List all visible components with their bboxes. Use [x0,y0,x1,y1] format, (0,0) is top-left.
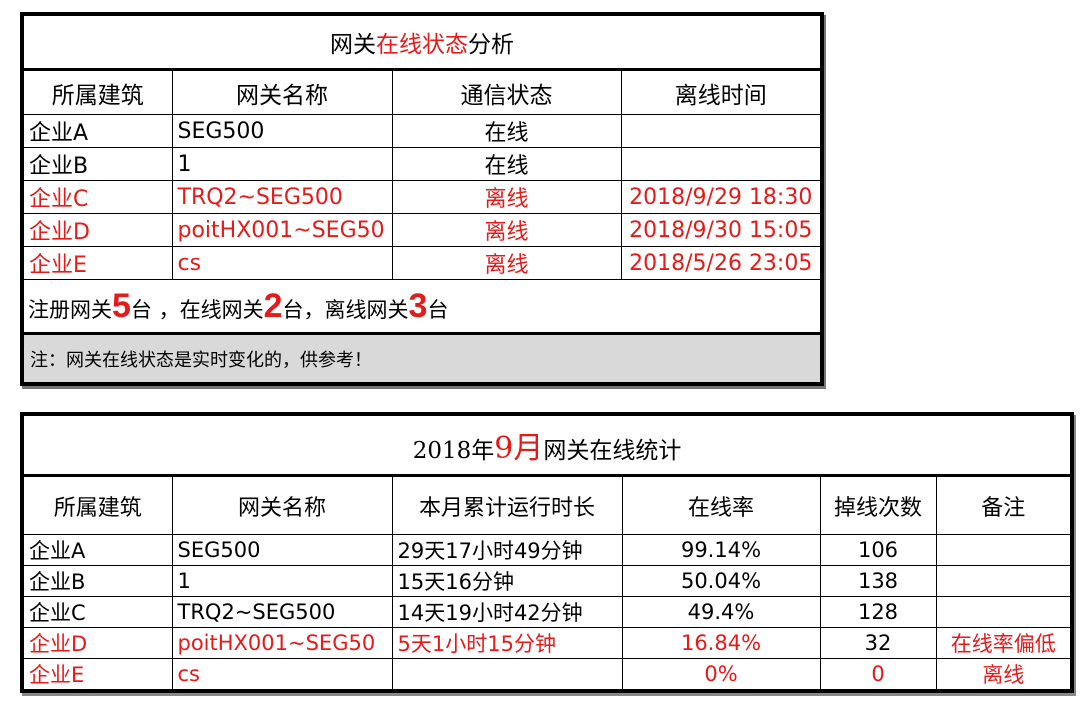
cell-status: 离线 [391,213,622,247]
cell-gateway: SEG500 [171,114,393,148]
column-header-building: 所属建筑 [21,475,173,535]
cell-offline-time [620,147,823,181]
cell-building: 企业E [21,658,173,692]
table1-header-row: 所属建筑 网关名称 通信状态 离线时间 [21,69,823,115]
cell-building: 企业C [21,180,173,214]
cell-runtime: 29天17小时49分钟 [391,534,623,566]
cell-building: 企业D [21,627,173,659]
gateway-count-summary: 注册网关5台 ，在线网关2台，离线网关3台 [21,279,823,334]
cell-runtime: 14天19小时42分钟 [391,596,623,628]
table2-title: 2018年9月网关在线统计 [21,413,1073,477]
registered-count: 5 [112,286,131,325]
table-row: 企业D poitHX001~SEG50 5天1小时15分钟 16.84% 32 … [21,627,1073,659]
cell-runtime: 5天1小时15分钟 [391,627,623,659]
table-row: 企业C TRQ2~SEG500 14天19小时42分钟 49.4% 128 [21,596,1073,628]
monthly-online-stats-table: 2018年9月网关在线统计 所属建筑 网关名称 本月累计运行时长 在线率 掉线次… [20,412,1075,693]
column-header-runtime: 本月累计运行时长 [391,475,623,535]
table-row: 企业E cs 0% 0 离线 [21,658,1073,692]
column-header-drops: 掉线次数 [819,475,937,535]
column-header-gateway: 网关名称 [171,475,393,535]
cell-status: 在线 [391,114,622,148]
cell-drops: 128 [819,596,937,628]
table-row: 企业C TRQ2~SEG500 离线 2018/9/29 18:30 [21,180,823,214]
summary-row: 注册网关5台 ，在线网关2台，离线网关3台 [21,279,823,334]
cell-gateway: cs [171,246,393,280]
cell-remark: 在线率偏低 [935,627,1073,659]
cell-remark [935,565,1073,597]
table-row: 企业D poitHX001~SEG50 离线 2018/9/30 15:05 [21,213,823,247]
cell-offline-time: 2018/9/29 18:30 [620,180,823,214]
cell-runtime [391,658,623,692]
table1-title-row: 网关在线状态分析 [21,13,823,71]
note-row: 注：网关在线状态是实时变化的，供参考！ [21,332,823,385]
cell-remark: 离线 [935,658,1073,692]
cell-online-rate: 49.4% [621,596,821,628]
cell-gateway: poitHX001~SEG50 [171,213,393,247]
cell-gateway: 1 [171,147,393,181]
cell-building: 企业B [21,147,173,181]
cell-status: 在线 [391,147,622,181]
cell-gateway: cs [171,658,393,692]
note-text: 注：网关在线状态是实时变化的，供参考！ [21,332,823,385]
column-header-offline-time: 离线时间 [620,69,823,115]
column-header-building: 所属建筑 [21,69,173,115]
column-header-remark: 备注 [935,475,1073,535]
column-header-status: 通信状态 [391,69,622,115]
cell-drops: 0 [819,658,937,692]
cell-status: 离线 [391,246,622,280]
cell-building: 企业A [21,114,173,148]
cell-remark [935,534,1073,566]
cell-offline-time: 2018/5/26 23:05 [620,246,823,280]
cell-online-rate: 16.84% [621,627,821,659]
column-header-gateway: 网关名称 [171,69,393,115]
table-row: 企业A SEG500 29天17小时49分钟 99.14% 106 [21,534,1073,566]
cell-gateway: SEG500 [171,534,393,566]
table-row: 企业A SEG500 在线 [21,114,823,148]
cell-gateway: TRQ2~SEG500 [171,596,393,628]
cell-gateway: 1 [171,565,393,597]
cell-offline-time: 2018/9/30 15:05 [620,213,823,247]
cell-offline-time [620,114,823,148]
cell-gateway: TRQ2~SEG500 [171,180,393,214]
cell-drops: 32 [819,627,937,659]
cell-building: 企业D [21,213,173,247]
cell-gateway: poitHX001~SEG50 [171,627,393,659]
table2-title-row: 2018年9月网关在线统计 [21,413,1073,477]
offline-count: 3 [408,286,428,325]
table-row: 企业B 1 在线 [21,147,823,181]
online-count: 2 [263,286,283,325]
cell-drops: 106 [819,534,937,566]
cell-online-rate: 0% [621,658,821,692]
cell-building: 企业B [21,565,173,597]
gateway-status-table: 网关在线状态分析 所属建筑 网关名称 通信状态 离线时间 企业A SEG500 … [20,12,824,386]
cell-building: 企业E [21,246,173,280]
cell-building: 企业C [21,596,173,628]
cell-drops: 138 [819,565,937,597]
cell-runtime: 15天16分钟 [391,565,623,597]
cell-online-rate: 50.04% [621,565,821,597]
table2-header-row: 所属建筑 网关名称 本月累计运行时长 在线率 掉线次数 备注 [21,475,1073,535]
cell-online-rate: 99.14% [621,534,821,566]
table1-title: 网关在线状态分析 [21,13,823,71]
cell-remark [935,596,1073,628]
table-row: 企业E cs 离线 2018/5/26 23:05 [21,246,823,280]
table-row: 企业B 1 15天16分钟 50.04% 138 [21,565,1073,597]
cell-status: 离线 [391,180,622,214]
column-header-online-rate: 在线率 [621,475,821,535]
cell-building: 企业A [21,534,173,566]
